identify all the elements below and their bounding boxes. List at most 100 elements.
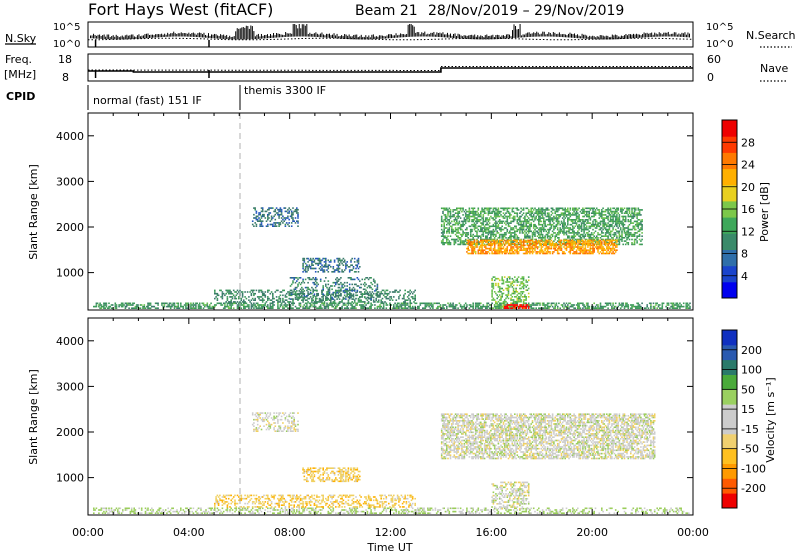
power-cell: [273, 304, 275, 306]
power-cell: [532, 214, 535, 216]
power-cell: [327, 266, 330, 268]
power-cell: [447, 212, 449, 214]
power-cell: [500, 227, 502, 229]
power-cell: [527, 251, 530, 253]
power-cell: [454, 222, 457, 224]
power-cell: [541, 228, 544, 231]
power-cell: [598, 217, 601, 219]
power-cell: [211, 307, 214, 309]
power-cell: [298, 277, 301, 279]
power-cell: [331, 271, 333, 273]
power-cell: [505, 251, 507, 253]
power-cell: [161, 304, 163, 306]
power-cell: [294, 298, 297, 300]
power-cell: [308, 259, 311, 262]
power-cell: [352, 289, 355, 292]
power-cell: [472, 307, 474, 309]
power-cell: [672, 305, 675, 308]
power-cell: [309, 267, 312, 270]
power-cell: [473, 243, 476, 246]
power-cell: [424, 302, 427, 305]
power-cell: [616, 207, 618, 210]
power-cell: [567, 220, 569, 223]
power-cell: [332, 294, 335, 297]
power-cell: [238, 296, 240, 298]
power-cell: [565, 305, 568, 308]
power-cell: [457, 307, 459, 309]
power-cell: [578, 225, 580, 228]
power-cell: [466, 247, 468, 250]
power-cell: [289, 285, 292, 287]
power-cell: [485, 239, 487, 242]
power-cell: [593, 243, 595, 246]
power-cell: [290, 222, 293, 224]
power-cell: [525, 235, 527, 237]
power-cell: [607, 238, 609, 241]
power-cell: [536, 247, 539, 250]
power-cell: [530, 230, 532, 233]
power-cell: [516, 239, 519, 242]
power-cell: [588, 233, 590, 236]
power-cell: [456, 207, 458, 210]
power-cell: [583, 305, 585, 308]
power-cell: [577, 225, 579, 228]
power-cell: [546, 207, 549, 210]
power-cell: [468, 210, 471, 213]
power-cell: [303, 295, 306, 297]
power-cell: [359, 291, 361, 293]
power-cell: [250, 304, 253, 306]
power-cell: [487, 232, 490, 234]
power-cell: [454, 240, 457, 242]
power-cell: [572, 305, 574, 308]
power-cell: [466, 219, 468, 221]
power-cell: [478, 241, 481, 243]
power-cell: [486, 252, 488, 255]
power-cell: [458, 222, 461, 224]
power-cell: [229, 307, 231, 309]
power-cell: [360, 307, 362, 309]
power-cell: [480, 214, 482, 216]
power-cell: [296, 296, 298, 298]
power-cell: [197, 307, 200, 309]
power-cell: [539, 249, 541, 251]
power-cell: [152, 305, 154, 308]
power-cell: [471, 247, 473, 250]
power-cell: [483, 209, 486, 211]
power-cell: [686, 304, 689, 306]
power-cell: [544, 210, 546, 213]
power-cell: [304, 271, 307, 273]
power-cell: [681, 305, 684, 308]
power-cell: [572, 222, 574, 224]
power-cell: [495, 242, 497, 245]
power-cell: [487, 228, 490, 231]
power-cell: [631, 307, 633, 309]
power-cell: [631, 212, 633, 214]
power-cell: [575, 215, 578, 218]
power-cell: [604, 305, 607, 308]
power-cell: [284, 207, 287, 209]
power-cell: [292, 302, 294, 305]
power-cell: [549, 244, 551, 247]
power-cell: [443, 235, 445, 237]
power-cell: [619, 304, 622, 306]
power-cell: [466, 239, 468, 242]
power-cell: [480, 244, 482, 247]
power-cell: [474, 305, 477, 308]
power-cell: [346, 307, 348, 309]
power-cell: [532, 247, 535, 250]
power-cell: [449, 242, 452, 244]
power-cell: [227, 289, 230, 292]
power-cell: [526, 233, 529, 236]
power-cell: [622, 225, 624, 228]
power-cell: [556, 217, 559, 219]
power-cell: [451, 304, 453, 306]
power-cell: [287, 301, 289, 303]
power-cell: [476, 241, 478, 243]
power-cell: [313, 261, 316, 263]
power-cell: [585, 307, 588, 309]
power-cell: [550, 214, 553, 216]
power-cell: [338, 259, 341, 262]
power-cell: [307, 277, 309, 279]
power-cell: [546, 237, 549, 239]
power-cell: [672, 304, 675, 306]
